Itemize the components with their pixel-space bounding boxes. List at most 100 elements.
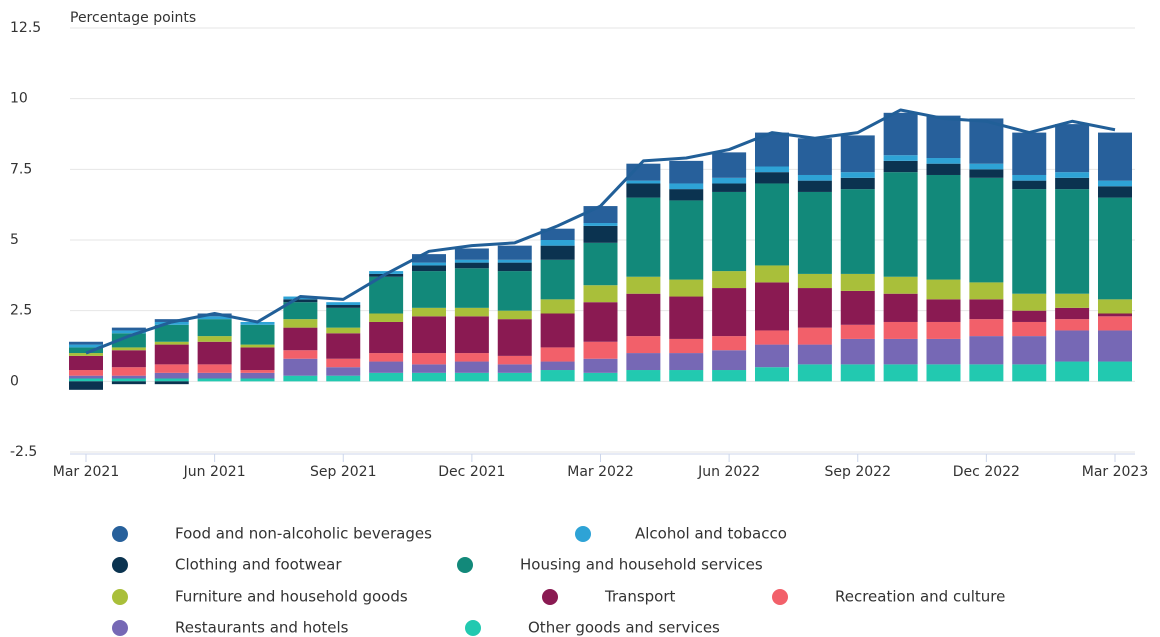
bar-segment (840, 273, 875, 291)
bar-segment (454, 259, 489, 263)
bar-segment (1012, 132, 1047, 175)
bar-segment (969, 169, 1004, 178)
bar-segment (454, 307, 489, 317)
bar-segment (926, 299, 961, 322)
y-tick-label: 2.5 (10, 303, 32, 319)
bar-segment (369, 321, 404, 354)
bar-segment (969, 319, 1004, 337)
bar-segment (240, 347, 275, 371)
bar-segment (883, 276, 918, 294)
bar-segment (326, 367, 361, 376)
bar-segment (412, 307, 446, 317)
bar-segment (669, 370, 704, 382)
bar-segment (1012, 364, 1047, 382)
legend-marker (575, 526, 591, 542)
bar-segment (1055, 177, 1090, 190)
bar-segment (111, 378, 146, 382)
bar-segment (154, 381, 189, 385)
x-tick-label: Jun 2021 (183, 464, 246, 480)
bar-segment (1098, 330, 1132, 362)
bar-segment (840, 172, 875, 178)
legend-marker (112, 620, 128, 636)
bar-segment (669, 183, 704, 190)
bar-segment (712, 271, 747, 289)
bar-segment (154, 378, 189, 382)
bar-segment (412, 271, 446, 308)
bar-segment (583, 242, 618, 286)
bar-segment (497, 319, 532, 356)
bar-segment (111, 327, 146, 331)
x-tick-label: Sep 2021 (310, 464, 376, 480)
bar-segment (583, 372, 618, 382)
bar-segment (669, 338, 704, 354)
bar-segment (69, 375, 103, 379)
bar-segment (797, 327, 832, 345)
bar-segment (197, 336, 232, 342)
bar-segment (883, 321, 918, 339)
legend-marker (542, 589, 558, 605)
bar-segment (283, 327, 318, 351)
bar-segment (154, 344, 189, 365)
bar-segment (497, 310, 532, 320)
bar-segment (926, 364, 961, 382)
bar-segment (540, 313, 575, 348)
bar-segment (712, 370, 747, 382)
bar-segment (712, 191, 747, 272)
bar-segment (454, 248, 489, 260)
y-tick-label: 0 (10, 373, 19, 389)
bar-segment (583, 358, 618, 373)
y-tick-label: -2.5 (10, 444, 37, 460)
bar-segment (712, 152, 747, 178)
bar-segment (69, 381, 103, 390)
legend-label: Restaurants and hotels (175, 619, 349, 637)
bar-segment (111, 330, 146, 334)
bar-segment (1098, 316, 1132, 331)
bar-segment (669, 200, 704, 280)
bar-segment (197, 364, 232, 373)
bar-segment (412, 372, 446, 382)
bar-segment (626, 370, 661, 382)
bar-segment (540, 361, 575, 371)
bar-segment (454, 262, 489, 269)
bar-segment (583, 225, 618, 243)
x-tick-label: Mar 2021 (53, 464, 120, 480)
x-tick-label: Mar 2022 (567, 464, 634, 480)
bar-segment (669, 279, 704, 297)
bar-segment (326, 327, 361, 334)
bar-segment (369, 372, 404, 382)
y-axis-label: Percentage points (70, 10, 196, 26)
legend-label: Recreation and culture (835, 588, 1005, 606)
legend-label: Housing and household services (520, 556, 763, 574)
bar-segment (583, 206, 618, 224)
bar-segment (1055, 189, 1090, 294)
total-line (85, 108, 1116, 355)
bar-segment (154, 372, 189, 379)
bar-segment (454, 353, 489, 362)
bar-segment (840, 364, 875, 382)
bar-segment (1012, 174, 1047, 181)
bar-segment (283, 358, 318, 376)
bar-segment (240, 344, 275, 348)
x-tick-label: Dec 2022 (953, 464, 1020, 480)
bar-segment (111, 381, 146, 385)
bar-segment (755, 344, 789, 368)
bar-segment (926, 279, 961, 300)
bar-segment (755, 330, 789, 345)
bar-segment (883, 364, 918, 382)
bar-segment (969, 163, 1004, 170)
bar-segment (712, 350, 747, 371)
bar-segment (1055, 361, 1090, 382)
bar-segment (540, 245, 575, 260)
bar-segment (497, 259, 532, 263)
bar-segment (755, 183, 789, 266)
bar-segment (111, 333, 146, 348)
bar-segment (1098, 197, 1132, 300)
bar-segment (626, 183, 661, 198)
bar-segment (1055, 330, 1090, 362)
bar-segment (1012, 293, 1047, 311)
bar-segment (969, 177, 1004, 283)
bar-segment (969, 299, 1004, 320)
bar-segment (497, 245, 532, 260)
bar-segment (69, 353, 103, 356)
bar-segment (154, 324, 189, 342)
